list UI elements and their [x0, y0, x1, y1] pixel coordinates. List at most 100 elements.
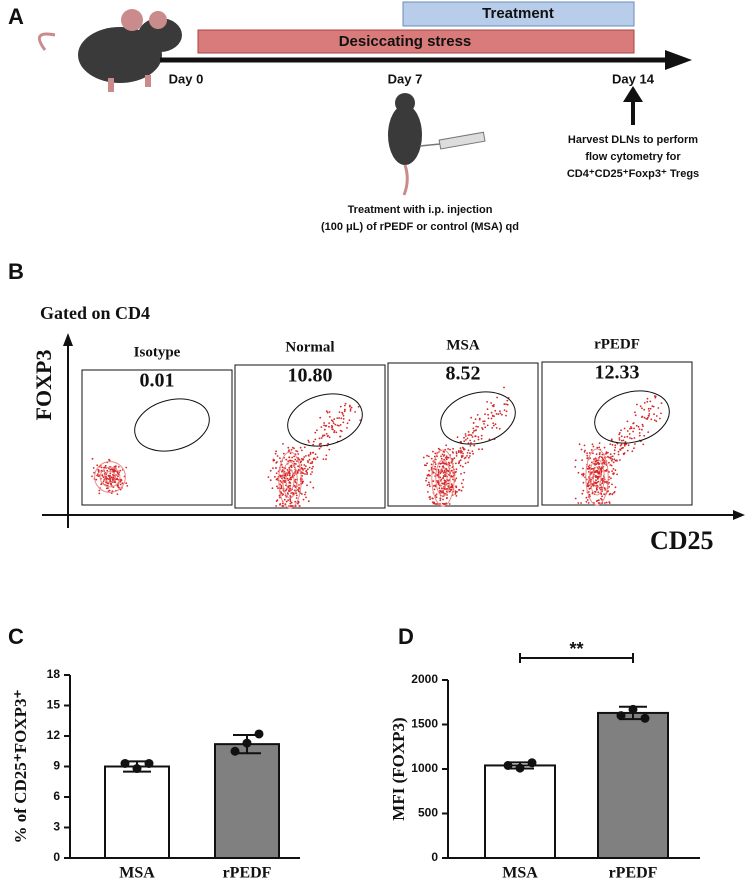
- dot: [655, 420, 658, 423]
- dot: [280, 484, 283, 487]
- x-tick-label: rPEDF: [223, 865, 272, 882]
- treatment-label: Treatment: [482, 5, 554, 22]
- dot: [457, 462, 460, 465]
- dot: [602, 461, 605, 464]
- dot: [426, 454, 428, 457]
- dot: [302, 498, 305, 501]
- dot: [475, 425, 478, 428]
- y-tick-label: 1000: [411, 761, 438, 775]
- dot: [623, 436, 626, 438]
- dot: [587, 471, 590, 473]
- dot: [349, 404, 351, 407]
- dot: [642, 443, 645, 446]
- dot: [324, 425, 327, 427]
- dot: [466, 452, 469, 454]
- dot: [344, 402, 347, 405]
- dot: [454, 491, 457, 494]
- dot: [597, 502, 600, 504]
- contour: [592, 466, 602, 488]
- dot: [463, 436, 465, 439]
- dot: [462, 452, 464, 455]
- dot: [308, 458, 311, 461]
- dot: [293, 455, 295, 458]
- dot: [492, 424, 495, 427]
- dot: [648, 415, 650, 417]
- dot: [437, 468, 440, 471]
- dot: [309, 462, 312, 465]
- dot: [309, 453, 312, 455]
- dot: [494, 409, 497, 412]
- dot: [646, 397, 649, 400]
- gate: [134, 398, 210, 452]
- dot: [610, 464, 613, 467]
- dot: [428, 496, 431, 499]
- dot: [585, 496, 588, 499]
- dot: [426, 462, 428, 465]
- dot: [450, 486, 453, 489]
- dot: [307, 454, 310, 456]
- dot: [608, 476, 611, 478]
- dot: [613, 449, 616, 452]
- dot: [290, 466, 293, 469]
- dot: [121, 482, 124, 485]
- treatment-bar: [402, 1, 635, 27]
- dot: [302, 469, 304, 471]
- dot: [295, 492, 298, 494]
- dot: [495, 427, 498, 429]
- dot: [332, 428, 334, 431]
- dot: [587, 465, 590, 468]
- dot: [588, 452, 591, 454]
- dot: [484, 426, 487, 429]
- dot: [595, 482, 597, 485]
- dot: [301, 449, 303, 452]
- dot: [308, 466, 311, 469]
- dot: [657, 407, 660, 409]
- dot: [503, 403, 506, 406]
- dot: [628, 433, 631, 435]
- y-tick-label: 0: [431, 850, 438, 864]
- dot: [466, 455, 468, 457]
- dot: [459, 450, 462, 453]
- dot: [318, 443, 321, 446]
- dot: [434, 463, 437, 465]
- dot: [290, 478, 292, 481]
- bar: [104, 765, 170, 859]
- panel-label: B: [8, 259, 24, 284]
- dot: [646, 400, 649, 403]
- dot: [499, 410, 501, 413]
- dot: [623, 443, 626, 446]
- dot: [116, 493, 119, 495]
- dot: [574, 497, 577, 500]
- x-tick-label: MSA: [119, 865, 155, 882]
- dot: [105, 487, 108, 490]
- dot: [581, 459, 583, 461]
- dot: [455, 455, 458, 457]
- dot: [447, 456, 450, 459]
- dot: [446, 488, 449, 490]
- dot: [619, 448, 621, 451]
- dot: [474, 429, 477, 432]
- dot: [309, 451, 312, 454]
- dot: [492, 405, 495, 408]
- data-point: [132, 764, 142, 774]
- dot: [306, 484, 308, 487]
- dot: [318, 437, 321, 440]
- dot: [619, 432, 621, 434]
- dot: [660, 412, 662, 415]
- dot: [427, 491, 429, 493]
- dot: [118, 486, 120, 489]
- dot: [462, 486, 464, 488]
- dot: [339, 405, 342, 408]
- dot: [598, 499, 600, 502]
- dot: [343, 408, 346, 411]
- dot: [301, 493, 303, 495]
- dot: [652, 405, 655, 408]
- dot: [462, 479, 465, 481]
- dot: [298, 484, 300, 486]
- dot: [491, 427, 494, 429]
- dot: [339, 435, 342, 438]
- dot: [445, 497, 448, 500]
- dot: [457, 450, 460, 452]
- dot: [297, 488, 299, 491]
